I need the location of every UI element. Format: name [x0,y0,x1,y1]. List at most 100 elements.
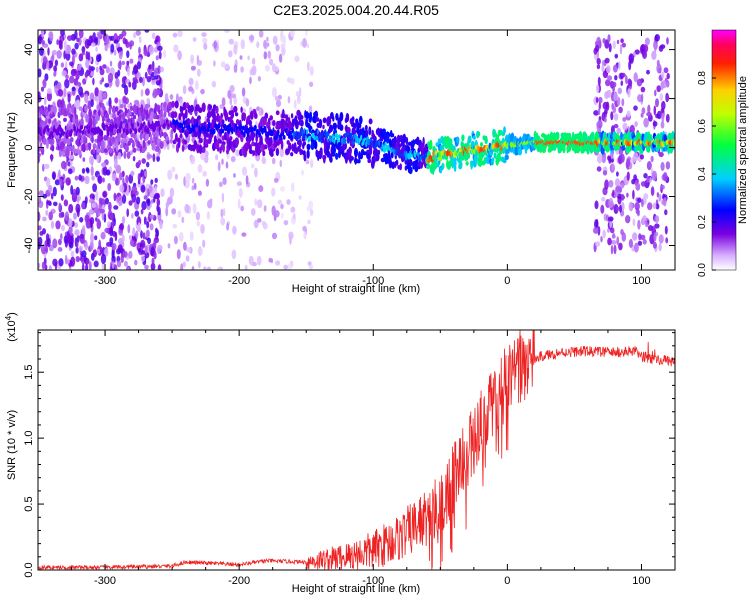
signal-halo [368,118,373,125]
noise-blob [665,113,670,123]
noise-blob [96,248,100,255]
noise-blob [73,212,77,220]
signal-halo [212,115,217,124]
noise-blob [636,78,643,87]
noise-blob [244,264,248,270]
noise-blob [98,239,102,250]
noise-blob [626,171,630,181]
signal-halo [145,110,149,117]
signal-halo [466,152,471,159]
noise-blob [54,179,60,186]
noise-blob [150,179,154,185]
noise-blob [105,66,110,74]
noise-blob [119,184,125,193]
noise-blob [122,250,128,258]
noise-blob [107,221,111,229]
noise-blob [654,42,657,52]
noise-blob [76,235,80,243]
signal-halo [504,154,509,161]
noise-blob [92,249,98,258]
noise-blob [173,44,179,53]
signal-core [246,132,250,138]
noise-blob [642,239,647,245]
noise-blob [595,84,600,94]
noise-blob [665,80,670,88]
colorbar-tick-label: 0.0 [697,263,708,277]
noise-blob [157,45,163,52]
noise-blob [46,237,51,248]
signal-core [315,135,319,141]
noise-blob [221,158,224,165]
noise-blob [88,64,92,75]
colorbar-tick-label: 0.4 [697,167,708,181]
signal-core [212,128,216,134]
signal-halo [354,147,358,158]
noise-blob [273,177,279,183]
noise-blob [265,64,270,72]
noise-blob [52,186,57,197]
signal-halo [233,105,238,113]
noise-blob [67,35,73,41]
noise-blob [107,183,112,191]
x-tick-label: -300 [94,275,116,287]
noise-blob [150,262,156,270]
noise-blob [639,154,645,160]
noise-blob [143,195,148,200]
noise-blob [48,244,54,252]
y-tick-label: 1.5 [23,365,35,380]
noise-blob [612,40,616,50]
noise-blob [594,45,600,53]
noise-blob [38,225,42,231]
signal-halo [342,142,346,151]
noise-blob [612,64,618,73]
noise-blob [283,264,289,270]
noise-blob [309,66,314,76]
noise-blob [601,197,606,202]
noise-blob [75,203,81,214]
signal-halo [98,109,101,117]
noise-blob [608,180,614,188]
noise-blob [602,170,608,176]
noise-blob [119,222,125,231]
noise-blob [142,76,145,87]
noise-blob [126,60,130,66]
signal-halo [128,110,132,116]
signal-halo [82,142,86,153]
noise-blob [47,47,50,56]
noise-blob [261,220,266,227]
noise-blob [643,117,649,128]
noise-blob [197,164,203,173]
noise-blob [263,205,267,212]
noise-blob [302,225,307,232]
noise-blob [113,205,119,210]
noise-blob [66,103,70,110]
noise-blob [39,231,44,236]
signal-halo [332,146,336,155]
noise-blob [43,163,50,169]
signal-halo [663,134,667,143]
noise-blob [104,34,110,45]
noise-blob [614,53,619,59]
noise-blob [233,64,238,73]
noise-blob [660,161,665,171]
signal-halo [89,120,93,127]
noise-blob [118,200,122,207]
signal-halo [285,114,289,123]
noise-blob [38,211,41,222]
signal-core [440,155,443,162]
signal-halo [322,117,327,124]
signal-halo [244,142,249,153]
signal-halo [453,159,457,168]
signal-halo [123,138,128,144]
noise-blob [217,266,224,270]
noise-blob [628,60,632,71]
noise-blob [609,227,615,234]
signal-halo [398,143,402,148]
signal-halo [508,132,511,142]
signal-core [316,129,320,135]
noise-blob [596,153,603,164]
noise-blob [146,97,150,104]
signal-halo [441,162,445,170]
signal-halo [562,143,566,154]
signal-halo [359,115,363,125]
